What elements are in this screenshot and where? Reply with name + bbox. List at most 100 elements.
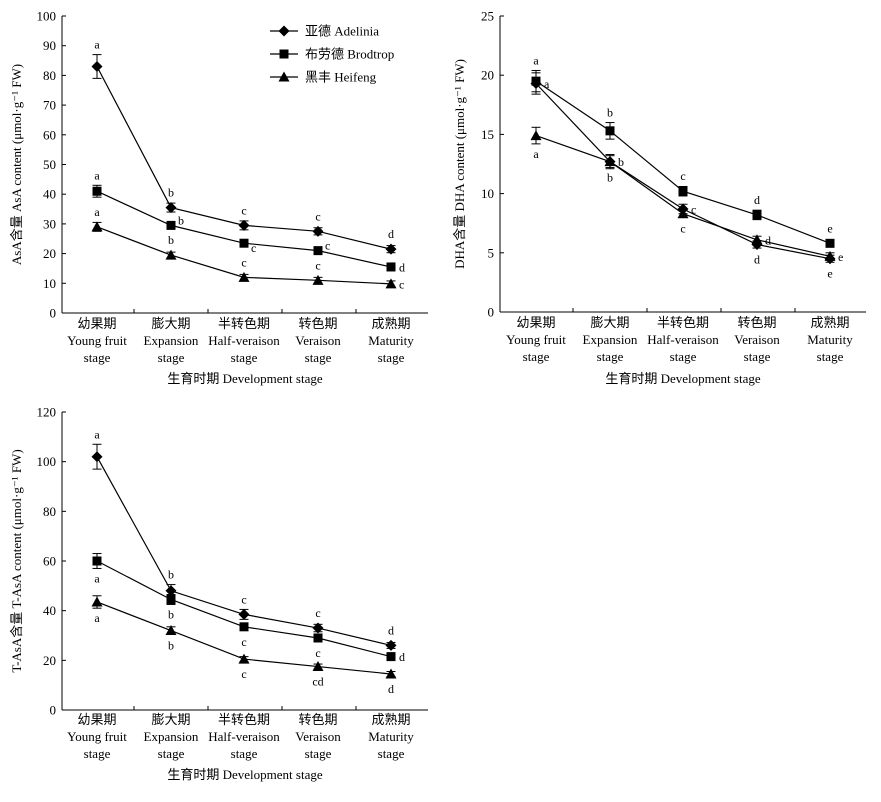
significance-letter: d — [388, 227, 394, 241]
data-point-triangle — [312, 661, 324, 672]
y-tick-label: 5 — [488, 245, 495, 260]
y-tick-label: 80 — [43, 68, 56, 83]
data-point-square — [239, 622, 249, 632]
data-point-diamond — [165, 202, 177, 214]
significance-letter: d — [388, 623, 394, 637]
significance-letter: d — [399, 260, 405, 274]
significance-letter: c — [241, 592, 246, 606]
data-point-diamond — [385, 243, 397, 255]
significance-letter: c — [241, 255, 246, 269]
chart-panel-1: 0 10 20 30 40 50 60 70 80 90 100 幼果期 Young fruit stag… — [9, 9, 428, 386]
series-triangle: a b c c c — [91, 205, 404, 291]
x-tick-label: 半转色期 — [218, 712, 270, 727]
x-tick-label: stage — [231, 746, 258, 761]
y-tick-label: 20 — [43, 246, 56, 261]
x-axis-title: 生育时期 Development stage — [167, 371, 322, 386]
significance-letter: a — [544, 77, 550, 91]
data-point-diamond — [312, 225, 324, 237]
data-point-diamond — [91, 60, 103, 72]
x-tick-label: stage — [523, 349, 550, 364]
significance-letter: d — [765, 233, 771, 247]
data-point-square — [92, 186, 102, 196]
x-tick-label: Half-veraison — [208, 729, 280, 744]
x-tick-label: stage — [597, 349, 624, 364]
data-point-square — [313, 633, 323, 643]
significance-letter: a — [94, 205, 100, 219]
x-tick-label: Expansion — [583, 332, 638, 347]
data-point-triangle — [751, 234, 763, 245]
legend-label: 布劳德 Brodtrop — [305, 47, 394, 62]
significance-letter: c — [241, 667, 246, 681]
significance-letter: a — [533, 53, 539, 67]
data-point-diamond — [238, 219, 250, 231]
legend: 亚德 Adelinia 布劳德 Brodtrop 黑丰 Heifeng — [270, 24, 394, 85]
significance-letter: b — [607, 106, 613, 120]
data-point-triangle — [238, 653, 250, 664]
significance-letter: b — [168, 186, 174, 200]
x-tick-label: Expansion — [144, 333, 199, 348]
y-tick-label: 50 — [43, 157, 56, 172]
x-tick-label: Maturity — [368, 729, 414, 744]
y-tick-label: 0 — [50, 306, 57, 321]
significance-letter: c — [315, 646, 320, 660]
x-tick-label: Veraison — [295, 729, 341, 744]
significance-letter: b — [168, 607, 174, 621]
series-diamond: a b c c d — [91, 427, 397, 651]
x-tick-label: stage — [378, 746, 405, 761]
significance-letter: d — [754, 253, 760, 267]
data-point-diamond — [312, 622, 324, 634]
significance-letter: c — [680, 222, 685, 236]
x-tick-label: 膨大期 — [151, 316, 190, 331]
significance-letter: a — [94, 571, 100, 585]
x-axis-title: 生育时期 Development stage — [167, 767, 322, 782]
y-axis-title: AsA含量 AsA content (μmol·g⁻¹ FW) — [9, 64, 24, 265]
x-tick-label: 转色期 — [737, 315, 776, 330]
y-tick-label: 100 — [37, 9, 57, 24]
significance-letter: b — [168, 568, 174, 582]
x-tick-label: 幼果期 — [516, 315, 555, 330]
data-point-triangle — [530, 130, 542, 141]
x-tick-label: 幼果期 — [77, 316, 116, 331]
x-tick-label: stage — [378, 350, 405, 365]
significance-letter: c — [315, 209, 320, 223]
chart-panel-2: 0 5 10 15 20 25 幼果期 Young fruit stage 膨大期 Expansio… — [452, 9, 866, 386]
legend-label: 黑丰 Heifeng — [305, 70, 377, 85]
x-tick-label: 成熟期 — [810, 315, 849, 330]
significance-letter: b — [178, 213, 184, 227]
y-tick-label: 20 — [481, 68, 494, 83]
x-tick-label: stage — [231, 350, 258, 365]
data-point-square — [678, 186, 688, 196]
x-tick-label: stage — [158, 746, 185, 761]
data-point-triangle — [238, 271, 250, 282]
significance-letter: c — [325, 239, 330, 253]
significance-letter: a — [533, 147, 539, 161]
data-point-square — [92, 556, 102, 566]
significance-letter: e — [827, 221, 832, 235]
x-tick-label: stage — [670, 349, 697, 364]
y-tick-label: 100 — [37, 454, 57, 469]
x-tick-label: Young fruit — [506, 332, 566, 347]
x-tick-label: Half-veraison — [208, 333, 280, 348]
legend-marker-triangle — [278, 71, 290, 82]
y-tick-label: 60 — [43, 554, 56, 569]
x-tick-label: Expansion — [144, 729, 199, 744]
y-tick-label: 40 — [43, 187, 56, 202]
y-tick-label: 60 — [43, 127, 56, 142]
x-tick-label: Half-veraison — [647, 332, 719, 347]
series-square: a b c c d — [92, 168, 405, 274]
series-square: a b c c d — [92, 553, 405, 664]
chart-panel-3: 0 20 40 60 80 100 120 幼果期 Young fruit stage 膨大期 Exp… — [9, 405, 428, 782]
y-tick-label: 80 — [43, 504, 56, 519]
y-tick-label: 90 — [43, 38, 56, 53]
significance-letter: a — [94, 427, 100, 441]
significance-letter: d — [754, 193, 760, 207]
y-tick-label: 10 — [43, 276, 56, 291]
significance-letter: b — [618, 155, 624, 169]
significance-letter: c — [315, 606, 320, 620]
x-tick-label: Maturity — [368, 333, 414, 348]
significance-letter: b — [168, 233, 174, 247]
significance-letter: b — [168, 639, 174, 653]
x-tick-label: stage — [84, 746, 111, 761]
